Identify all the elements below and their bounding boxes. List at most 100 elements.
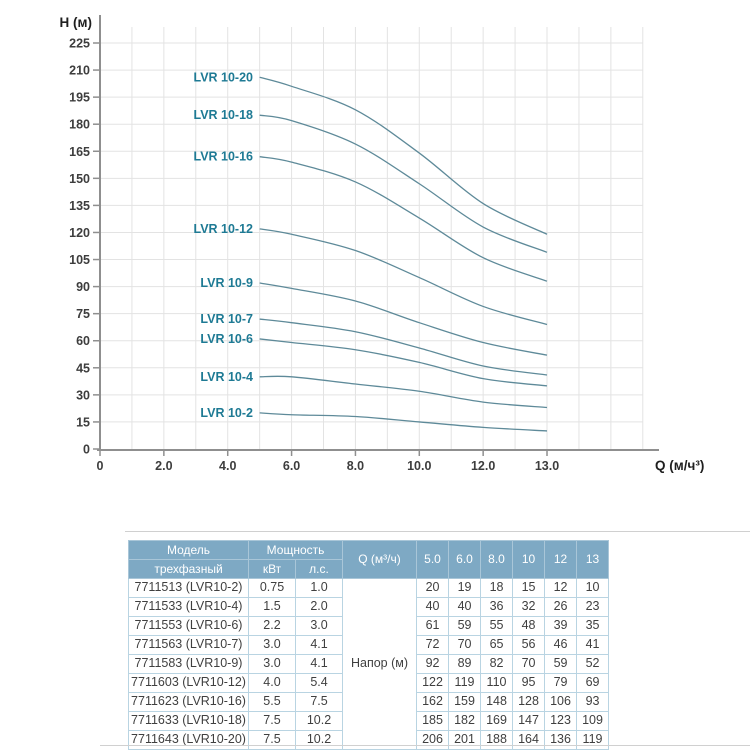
head-value-cell-5: 69 xyxy=(576,673,610,693)
head-value-cell-5: 41 xyxy=(576,635,610,655)
y-tick-label: 135 xyxy=(69,199,90,213)
head-value-cell-1: 40 xyxy=(448,597,482,617)
power-kw-cell: 2.2 xyxy=(248,616,296,636)
curve-lvr-10-20 xyxy=(259,76,548,235)
table-row-lvr10-6: 7711553 (LVR10-6) 2.2 3.0 61 59 55 48 39 35 xyxy=(128,616,610,636)
head-value-cell-4: 39 xyxy=(544,616,578,636)
model-cell: 7711603 (LVR10-12) xyxy=(128,673,249,693)
model-cell: 7711623 (LVR10-16) xyxy=(128,692,249,712)
model-cell: 7711533 (LVR10-4) xyxy=(128,597,249,617)
section-divider-top xyxy=(125,531,750,532)
head-value-cell-0: 122 xyxy=(416,673,450,693)
head-value-cell-5: 93 xyxy=(576,692,610,712)
head-value-cell-1: 59 xyxy=(448,616,482,636)
curve-label-lvr-10-9: LVR 10-9 xyxy=(200,276,253,290)
head-value-cell-5: 52 xyxy=(576,654,610,674)
power-hp-cell: 1.0 xyxy=(294,578,344,598)
head-value-cell-0: 206 xyxy=(416,730,450,750)
table-header: Модель Мощность Q (м³/ч) 5.0 6.0 8.0 10 … xyxy=(128,540,610,579)
x-tick-label: 13.0 xyxy=(535,459,559,473)
power-hp-cell: 4.1 xyxy=(294,654,344,674)
curve-label-lvr-10-12: LVR 10-12 xyxy=(193,222,253,236)
header-power-kw: кВт xyxy=(248,559,296,579)
table-body: 7711513 (LVR10-2) 0.75 1.0 Напор (м) 20 19 18 1… xyxy=(128,578,610,750)
head-value-cell-3: 128 xyxy=(512,692,546,712)
table-row-lvr10-12: 7711603 (LVR10-12) 4.0 5.4 122 119 110 95 79 69 xyxy=(128,673,610,693)
curve-lvr-10-16 xyxy=(259,156,548,282)
section-divider-bottom xyxy=(100,745,750,746)
x-tick-label: 4.0 xyxy=(219,459,236,473)
head-value-cell-2: 169 xyxy=(480,711,514,731)
y-tick-label: 180 xyxy=(69,118,90,132)
curve-lvr-10-9 xyxy=(259,282,548,356)
head-value-cell-5: 10 xyxy=(576,578,610,598)
power-kw-cell: 1.5 xyxy=(248,597,296,617)
pump-curves-chart: 0 2.0 4.0 6.0 8.0 10.0 12.0 13.0 0 15 30 45 60 75 90 10… xyxy=(60,15,704,473)
head-value-cell-5: 109 xyxy=(576,711,610,731)
curve-label-lvr-10-2: LVR 10-2 xyxy=(200,406,253,420)
y-axis-title: H (м) xyxy=(60,15,92,30)
head-value-cell-3: 164 xyxy=(512,730,546,750)
y-tick-label: 165 xyxy=(69,145,90,159)
head-value-cell-5: 119 xyxy=(576,730,610,750)
head-value-cell-4: 12 xyxy=(544,578,578,598)
curve-lvr-10-2 xyxy=(259,412,548,432)
curve-label-lvr-10-20: LVR 10-20 xyxy=(193,70,253,84)
power-kw-cell: 7.5 xyxy=(248,711,296,731)
curve-lvr-10-4 xyxy=(259,375,548,409)
head-value-cell-3: 147 xyxy=(512,711,546,731)
head-value-cell-1: 201 xyxy=(448,730,482,750)
y-tick-label: 225 xyxy=(69,37,90,51)
head-value-cell-3: 70 xyxy=(512,654,546,674)
head-value-cell-0: 185 xyxy=(416,711,450,731)
head-value-cell-0: 40 xyxy=(416,597,450,617)
x-axis-title: Q (м/ч³) xyxy=(655,458,704,473)
header-flow: Q (м³/ч) xyxy=(342,540,418,579)
head-value-cell-2: 110 xyxy=(480,673,514,693)
curve-label-lvr-10-4: LVR 10-4 xyxy=(200,370,253,384)
curve-lvr-10-12 xyxy=(259,228,548,326)
head-value-cell-2: 65 xyxy=(480,635,514,655)
x-tick-label: 10.0 xyxy=(407,459,431,473)
y-tick-label: 195 xyxy=(69,91,90,105)
head-value-cell-3: 56 xyxy=(512,635,546,655)
curve-label-lvr-10-16: LVR 10-16 xyxy=(193,150,253,164)
power-kw-cell: 5.5 xyxy=(248,692,296,712)
head-value-cell-4: 123 xyxy=(544,711,578,731)
power-hp-cell: 2.0 xyxy=(294,597,344,617)
header-flow-5: 5.0 xyxy=(416,540,450,579)
head-value-cell-3: 15 xyxy=(512,578,546,598)
head-value-cell-2: 148 xyxy=(480,692,514,712)
head-value-cell-1: 19 xyxy=(448,578,482,598)
header-power-hp: л.с. xyxy=(294,559,344,579)
power-hp-cell: 4.1 xyxy=(294,635,344,655)
model-cell: 7711513 (LVR10-2) xyxy=(128,578,249,598)
curve-label-lvr-10-18: LVR 10-18 xyxy=(193,108,253,122)
head-value-cell-1: 89 xyxy=(448,654,482,674)
head-value-cell-0: 162 xyxy=(416,692,450,712)
x-tick-label: 6.0 xyxy=(283,459,300,473)
head-value-cell-0: 72 xyxy=(416,635,450,655)
head-value-cell-3: 32 xyxy=(512,597,546,617)
power-kw-cell: 0.75 xyxy=(248,578,296,598)
power-kw-cell: 7.5 xyxy=(248,730,296,750)
power-hp-cell: 10.2 xyxy=(294,730,344,750)
table-row-lvr10-2: 7711513 (LVR10-2) 0.75 1.0 Напор (м) 20 19 18 1… xyxy=(128,578,610,750)
head-value-cell-4: 26 xyxy=(544,597,578,617)
head-value-cell-4: 106 xyxy=(544,692,578,712)
model-cell: 7711563 (LVR10-7) xyxy=(128,635,249,655)
head-value-cell-5: 35 xyxy=(576,616,610,636)
head-value-cell-3: 95 xyxy=(512,673,546,693)
table-row-lvr10-9: 7711583 (LVR10-9) 3.0 4.1 92 89 82 70 59 52 xyxy=(128,654,610,674)
header-model-phase: трехфазный xyxy=(128,559,249,579)
y-tick-label: 15 xyxy=(76,415,90,429)
power-kw-cell: 3.0 xyxy=(248,654,296,674)
head-value-cell-0: 20 xyxy=(416,578,450,598)
head-value-cell-3: 48 xyxy=(512,616,546,636)
head-value-cell-4: 136 xyxy=(544,730,578,750)
table-row-lvr10-7: 7711563 (LVR10-7) 3.0 4.1 72 70 65 56 46 41 xyxy=(128,635,610,655)
head-value-cell-2: 18 xyxy=(480,578,514,598)
x-tick-label: 2.0 xyxy=(155,459,172,473)
model-cell: 7711583 (LVR10-9) xyxy=(128,654,249,674)
x-tick-label: 8.0 xyxy=(347,459,364,473)
